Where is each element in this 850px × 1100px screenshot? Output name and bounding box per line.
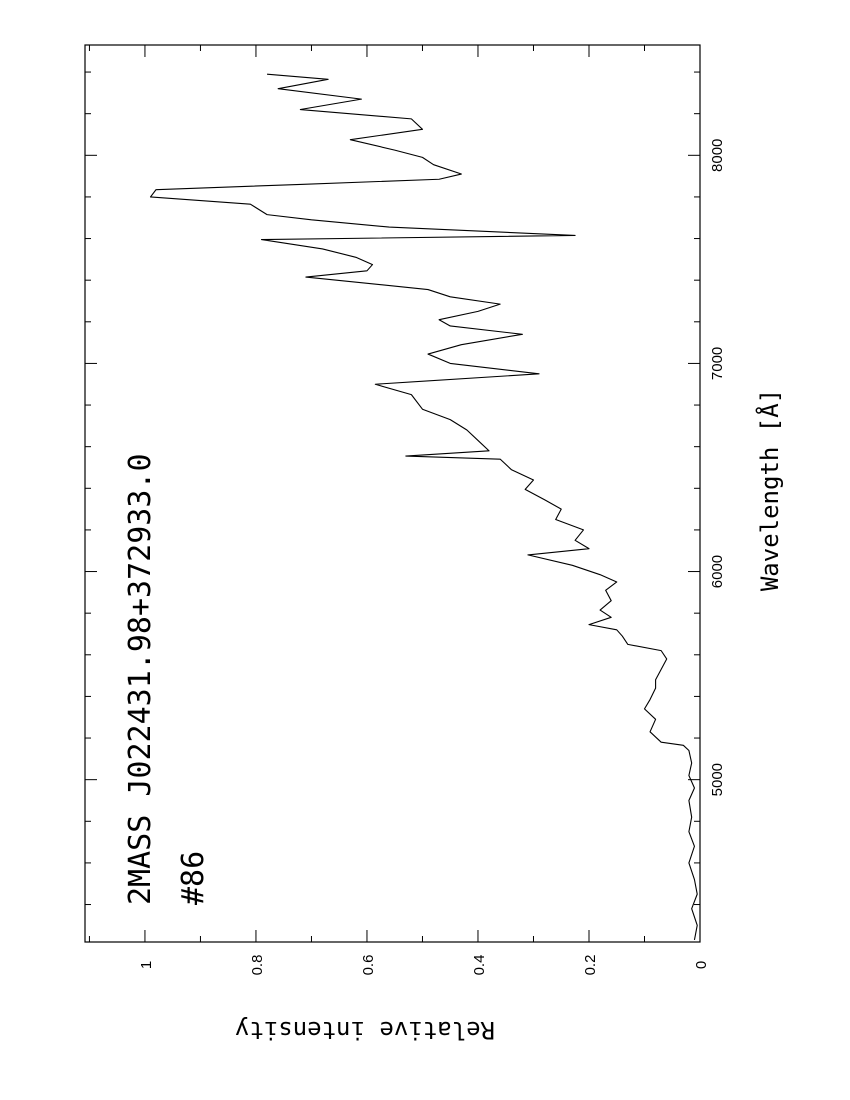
spectrum-line bbox=[149, 73, 698, 941]
y-tick-label: 1 bbox=[138, 961, 155, 969]
plot-frame bbox=[84, 44, 701, 943]
x-tick-label: 6000 bbox=[709, 555, 726, 588]
y-tick-label: 0.6 bbox=[360, 955, 377, 976]
x-tick-label: 7000 bbox=[709, 347, 726, 380]
x-tick-label: 5000 bbox=[709, 763, 726, 796]
y-tick-label: 0.2 bbox=[582, 955, 599, 976]
y-axis-label: Relative intensity bbox=[235, 1016, 495, 1044]
chart-subtitle: #86 bbox=[176, 851, 211, 905]
y-tick-label: 0 bbox=[693, 961, 710, 969]
y-tick-label: 0.4 bbox=[471, 955, 488, 976]
chart-title: 2MASS J022431.98+372933.0 bbox=[123, 453, 158, 905]
x-tick-label: 8000 bbox=[709, 139, 726, 172]
x-axis-label: Wavelength [Å] bbox=[755, 389, 784, 591]
y-tick-label: 0.8 bbox=[249, 955, 266, 976]
